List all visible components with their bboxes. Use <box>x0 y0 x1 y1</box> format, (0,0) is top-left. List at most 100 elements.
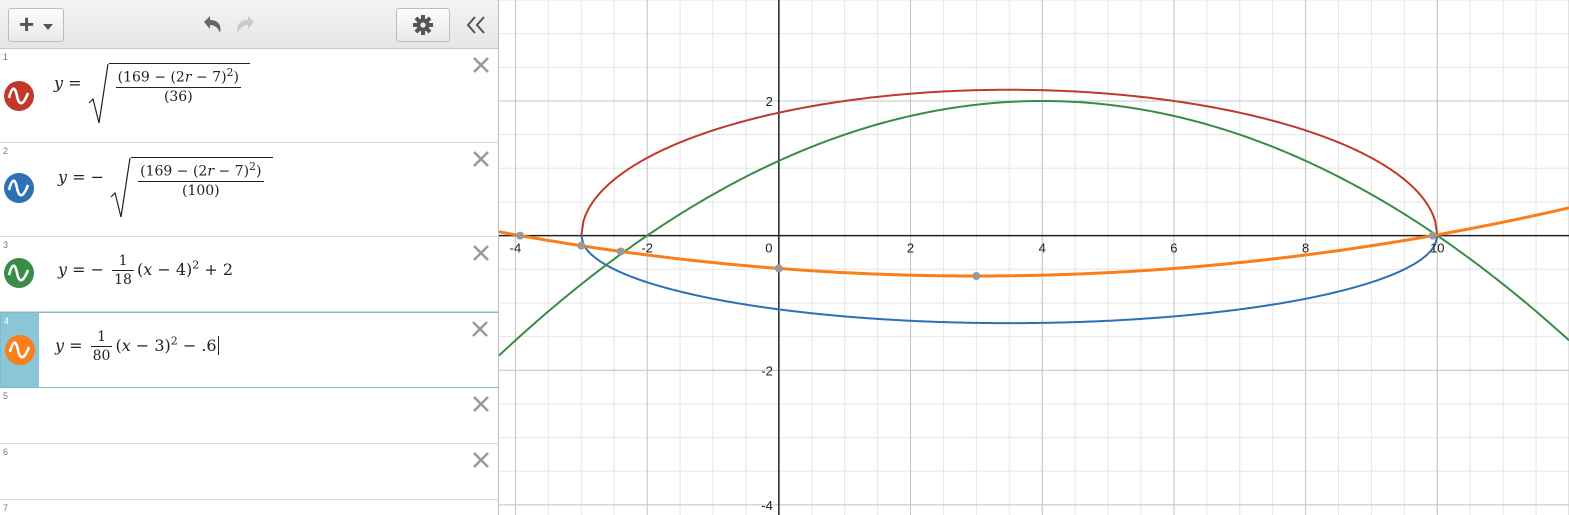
collapse-panel-button[interactable] <box>462 10 490 40</box>
denominator: 80 <box>92 348 111 364</box>
point-of-interest <box>516 231 525 240</box>
point-of-interest <box>1428 231 1437 240</box>
wave-icon[interactable] <box>5 335 35 365</box>
math-y: y <box>55 336 65 355</box>
expression-row-7[interactable]: 7 <box>0 500 498 515</box>
curve-2 <box>580 235 1439 325</box>
close-icon <box>472 321 488 337</box>
fraction: (169 − (2r − 7)2) (36) <box>115 66 241 105</box>
point-of-interest <box>577 241 586 250</box>
math-y: y <box>58 260 68 279</box>
row-gutter: 7 <box>0 500 38 515</box>
fraction: 1 80 <box>90 329 113 364</box>
delete-expression-button[interactable] <box>471 149 491 169</box>
double-chevron-left-icon <box>466 16 485 34</box>
plus-icon: + <box>19 9 35 39</box>
numerator-c: ) <box>233 69 239 86</box>
x-tick-label: 6 <box>1170 241 1177 256</box>
fraction: (169 − (2r − 7)2) (100) <box>138 160 264 199</box>
close-icon <box>473 151 489 167</box>
y-tick-label: -2 <box>761 363 773 378</box>
redo-icon <box>237 16 254 33</box>
expression-row-4[interactable]: 4 y = 180(x − 3)2 − .6​ <box>0 312 498 388</box>
denominator: 18 <box>114 272 132 288</box>
gear-icon <box>413 15 433 35</box>
delete-expression-button[interactable] <box>470 319 490 339</box>
numerator-a: (169 − (2 <box>117 69 185 86</box>
curves <box>499 88 1569 357</box>
expression-math[interactable]: y = − (169 − (2r − 7)2) (100) <box>58 157 273 218</box>
x-tick-label: -4 <box>510 241 522 256</box>
x-tick-label: -2 <box>641 241 653 256</box>
graph-canvas[interactable]: -4 -2 0 2 4 6 8 10 2 -2 -4 <box>499 0 1569 515</box>
x-tick-label: 10 <box>1430 241 1444 256</box>
wave-icon[interactable] <box>4 81 34 111</box>
row-gutter: 1 <box>0 49 38 142</box>
wave-icon[interactable] <box>4 258 34 288</box>
math-minus: − <box>90 260 105 279</box>
math-y: y <box>58 167 68 187</box>
close-icon <box>473 396 489 412</box>
tick-labels: -4 -2 0 2 4 6 8 10 2 -2 -4 <box>510 94 1445 513</box>
square-root: (169 − (2r − 7)2) (36) <box>87 63 250 124</box>
numerator-b: − 7) <box>214 163 250 180</box>
math-exponent: 2 <box>170 334 178 348</box>
undo-button[interactable] <box>198 12 226 38</box>
x-tick-label: 2 <box>907 241 914 256</box>
math-equals: = <box>72 260 86 279</box>
numerator-c: ) <box>256 163 262 180</box>
expression-math[interactable]: y = − 1 18 (x − 4)2 + 2 <box>58 253 234 288</box>
denominator: (36) <box>163 88 193 105</box>
expression-row-6[interactable]: 6 <box>0 444 498 500</box>
square-root: (169 − (2r − 7)2) (100) <box>109 157 273 218</box>
math-y: y <box>54 73 64 93</box>
wave-icon[interactable] <box>4 173 34 203</box>
row-number: 4 <box>4 316 10 326</box>
redo-button[interactable] <box>232 12 260 38</box>
math-x: x <box>121 336 131 355</box>
point-of-interest <box>972 272 981 281</box>
delete-expression-button[interactable] <box>471 243 491 263</box>
delete-expression-button[interactable] <box>471 55 491 75</box>
row-number: 3 <box>3 240 9 250</box>
numerator-exponent: 2 <box>226 66 234 79</box>
row-gutter: 3 <box>0 237 38 311</box>
point-of-interest <box>774 264 783 273</box>
expression-math[interactable]: y = 180(x − 3)2 − .6​ <box>55 329 219 364</box>
row-number: 7 <box>3 503 9 513</box>
math-tail: + 2 <box>199 260 234 279</box>
expression-row-1[interactable]: 1 y = (169 − (2r − 7)2) (36) <box>0 49 498 143</box>
row-gutter: 6 <box>0 444 38 499</box>
close-icon <box>473 452 489 468</box>
math-equals: = <box>72 167 86 187</box>
denominator: (100) <box>181 182 220 199</box>
curve-1 <box>580 88 1439 236</box>
chevron-down-icon <box>43 24 53 30</box>
delete-expression-button[interactable] <box>471 450 491 470</box>
math-tail: − .6 <box>177 336 217 355</box>
add-item-button[interactable]: + <box>8 8 64 42</box>
expression-row-5[interactable]: 5 <box>0 388 498 444</box>
expression-math[interactable]: y = (169 − (2r − 7)2) (36) <box>54 63 250 124</box>
numerator: 1 <box>90 329 113 347</box>
expression-row-3[interactable]: 3 y = − 1 18 (x − 4)2 + 2 <box>0 237 498 312</box>
expression-row-2[interactable]: 2 y = − (169 − (2r − 7)2) (100) <box>0 143 498 237</box>
close-icon <box>473 57 489 73</box>
math-exponent: 2 <box>192 258 200 272</box>
numerator-exponent: 2 <box>249 160 257 173</box>
curve-4 <box>499 206 1569 278</box>
numerator-b: − 7) <box>191 69 227 86</box>
points-of-interest <box>516 231 1437 281</box>
settings-button[interactable] <box>396 8 450 42</box>
point-of-interest <box>616 247 625 256</box>
x-tick-label: 8 <box>1302 241 1309 256</box>
delete-expression-button[interactable] <box>471 394 491 414</box>
y-tick-label: -4 <box>761 498 773 513</box>
math-equals: = <box>68 73 82 93</box>
fraction: 1 18 <box>112 253 134 288</box>
math-minus: − <box>90 167 105 187</box>
math-body: − 4) <box>152 260 193 279</box>
curve-3 <box>499 99 1569 357</box>
row-gutter: 4 <box>1 313 39 387</box>
row-number: 2 <box>3 146 9 156</box>
